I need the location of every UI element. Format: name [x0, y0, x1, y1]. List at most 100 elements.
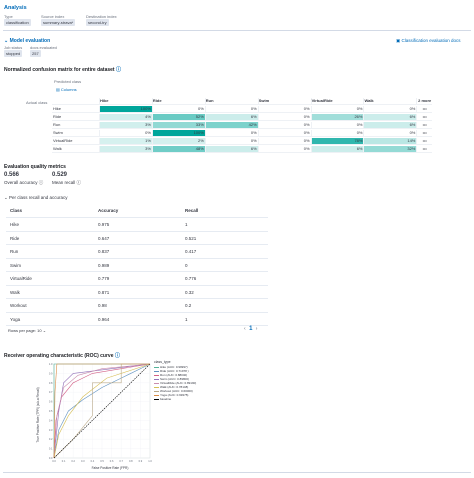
legend-item[interactable]: baseline	[154, 397, 196, 401]
accuracy-cell: 0.837	[98, 249, 110, 254]
legend-swatch	[154, 390, 159, 392]
info-icon[interactable]: ⓘ	[114, 353, 120, 359]
table-row: Walk 0.871 0.32	[6, 286, 268, 299]
docs-evaluated-badge: 257	[30, 50, 41, 57]
confusion-cell: 78%	[310, 138, 364, 144]
cell-value: 26%	[354, 114, 363, 119]
chevron-down-icon: ⌄	[4, 195, 10, 200]
roc-curve-2	[53, 363, 151, 459]
table-row: Swim 0.989 0	[6, 259, 268, 272]
row-actions-icon[interactable]: •••	[416, 130, 432, 136]
roc-curve-7	[53, 363, 150, 459]
legend-item[interactable]: Swim (AUC: 0.89800)	[154, 377, 196, 381]
legend-item[interactable]: Walk (AUC: 0.78148)	[154, 385, 196, 389]
legend-item[interactable]: VirtualRide (AUC: 0.89190)	[154, 381, 196, 385]
legend-swatch	[154, 370, 159, 372]
legend-label: Swim (AUC: 0.89800)	[160, 377, 190, 381]
legend-item[interactable]: Hike (AUC: 0.99997)	[154, 365, 196, 369]
cell-value: 0%	[409, 106, 416, 111]
col-header[interactable]: Run	[204, 98, 258, 104]
class-cell: Yoga	[10, 316, 21, 322]
rows-per-page-button[interactable]: Rows per page: 10 ⌄	[8, 328, 46, 333]
col-recall-header[interactable]: Recall	[185, 208, 199, 213]
confusion-cell: 100%	[99, 106, 152, 112]
overall-accuracy-label: Overall accuracy ⓘ	[4, 180, 43, 186]
class-cell: Hike	[10, 222, 20, 227]
accuracy-cell: 0.871	[98, 289, 110, 295]
next-page-icon[interactable]: ›	[255, 326, 258, 332]
confusion-cell: 0%	[99, 130, 152, 136]
col-header[interactable]: Ride	[151, 98, 205, 104]
cell-value: 0%	[250, 106, 257, 111]
row-label: Walk	[53, 146, 62, 151]
y-tick-label: 0.6	[49, 400, 53, 404]
confusion-cell: 0%	[310, 130, 364, 136]
col-accuracy-header[interactable]: Accuracy	[98, 208, 119, 213]
prev-page-icon[interactable]: ‹	[244, 326, 246, 332]
confusion-title-text: Normalized confusion matrix for entire d…	[4, 67, 115, 73]
header-blank	[52, 98, 99, 104]
columns-button[interactable]: ▤ Columns	[56, 87, 77, 92]
roc-curve-4	[53, 363, 151, 459]
confusion-row: Run 3% 33% 42% 0% 0% 6% •••	[52, 122, 432, 129]
legend-label: VirtualRide (AUC: 0.89190)	[160, 381, 197, 385]
confusion-cell: 42%	[204, 122, 258, 128]
job-status-label: Job status	[4, 45, 23, 50]
confusion-cell: 0%	[310, 106, 364, 112]
row-actions-icon[interactable]: •••	[416, 114, 432, 120]
confusion-cell: 0%	[257, 114, 311, 120]
row-actions-icon[interactable]: •••	[416, 122, 432, 128]
recall-cell: 1	[185, 316, 188, 322]
row-actions-icon[interactable]: •••	[416, 106, 432, 112]
mean-recall-label: Mean recall ⓘ	[52, 180, 81, 186]
col-class-header[interactable]: Class	[10, 208, 23, 213]
confusion-cell: 0%	[363, 130, 416, 136]
confusion-cell: 33%	[151, 122, 205, 128]
legend-item[interactable]: Ride (AUC: 0.71978 )	[154, 369, 196, 373]
x-tick-label: 0.7	[119, 459, 123, 463]
row-label: VirtualRide	[53, 138, 73, 143]
recall-cell: 0.2	[185, 303, 192, 308]
cell-value: 6%	[356, 146, 363, 151]
docs-link-label: Classification evaluation docs	[401, 38, 461, 43]
analysis-title[interactable]: Analysis	[4, 5, 27, 11]
roc-ylabel: True Positive Rate (TPR) (a.k.a Recall)	[36, 387, 40, 442]
legend-swatch	[154, 374, 159, 376]
legend-item[interactable]: Run (AUC: 0.88040)	[154, 373, 196, 377]
info-icon[interactable]: ⓘ	[76, 180, 82, 185]
row-actions-icon[interactable]: •••	[416, 146, 432, 152]
more-columns-label[interactable]: 2 more	[416, 98, 432, 104]
recall-cell: 0	[185, 262, 188, 268]
confusion-header-row: Hike Ride Run Swim VirtualRide Walk 2 mo…	[52, 98, 432, 105]
confusion-row: Ride 4% 52% 6% 0% 26% 6% •••	[52, 114, 432, 121]
legend-item[interactable]: Yoga (AUC: 0.99375)	[154, 393, 196, 397]
col-header[interactable]: Hike	[99, 98, 152, 104]
legend-swatch	[154, 398, 159, 400]
roc-title-text: Receiver operating characteristic (ROC) …	[4, 353, 114, 359]
confusion-row: Walk 3% 48% 6% 0% 6% 32% •••	[52, 146, 432, 153]
legend-title: class_type	[154, 360, 171, 364]
info-icon[interactable]: ⓘ	[115, 67, 121, 73]
col-header[interactable]: Walk	[363, 98, 416, 104]
divider	[3, 472, 471, 473]
cell-value: 0%	[303, 114, 310, 119]
per-class-toggle[interactable]: ⌄ Per class recall and accuracy	[4, 195, 68, 201]
cell-value: 0%	[250, 130, 257, 135]
col-header[interactable]: Swim	[257, 98, 311, 104]
page-number[interactable]: 1	[249, 326, 253, 332]
model-eval-toggle[interactable]: ⌄ Model evaluation	[4, 38, 50, 44]
row-actions-icon[interactable]: •••	[416, 138, 432, 144]
table-row: Run 0.837 0.417	[6, 245, 268, 259]
confusion-cell: 6%	[204, 114, 258, 120]
classification-docs-link[interactable]: ▣ Classification evaluation docs	[396, 38, 461, 44]
y-tick-label: 0.3	[49, 428, 53, 432]
info-icon[interactable]: ⓘ	[38, 180, 44, 185]
col-header[interactable]: VirtualRide	[310, 98, 364, 104]
overall-accuracy-text: Overall accuracy	[4, 180, 38, 185]
legend-label: Ride (AUC: 0.71978 )	[160, 369, 189, 373]
row-label: Run	[53, 122, 61, 127]
cell-value: 3%	[145, 146, 151, 151]
cell-value: 32%	[407, 146, 416, 151]
cell-value: 100%	[140, 106, 151, 111]
legend-item[interactable]: Workout (AUC: 0.60000)	[154, 389, 196, 393]
